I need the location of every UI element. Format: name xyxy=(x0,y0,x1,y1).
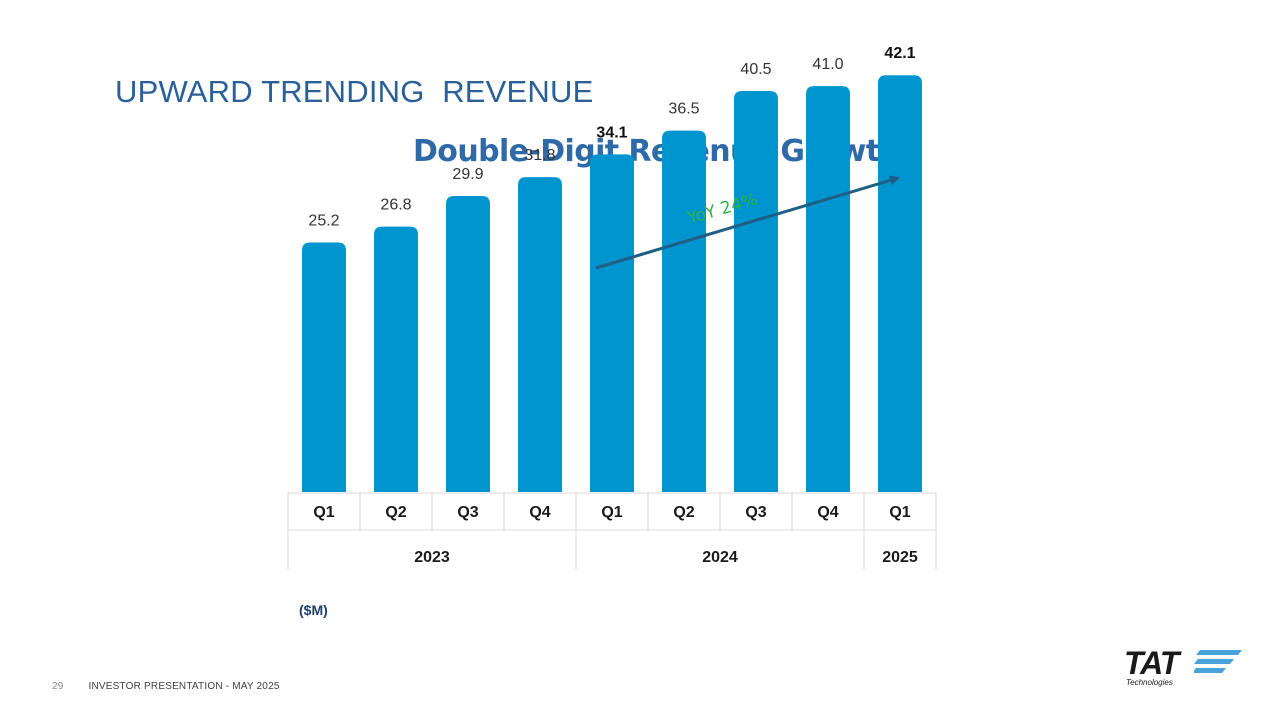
bar-value-label: 25.2 xyxy=(308,213,339,230)
category-label: Q1 xyxy=(601,504,622,521)
category-label: Q2 xyxy=(385,504,406,521)
bar-value-label: 42.1 xyxy=(884,45,915,62)
logo-subtitle: Technologies xyxy=(1126,678,1173,687)
category-label: Q1 xyxy=(313,504,334,521)
bar-1 xyxy=(302,242,346,492)
footer: 29 INVESTOR PRESENTATION - MAY 2025 xyxy=(52,681,280,692)
bar-value-label: 36.5 xyxy=(668,101,699,118)
bar-value-label: 40.5 xyxy=(740,61,771,78)
bar-8 xyxy=(806,86,850,492)
category-label: Q2 xyxy=(673,504,694,521)
bar-5 xyxy=(590,154,634,492)
bar-value-label: 34.1 xyxy=(596,124,627,141)
year-label: 2025 xyxy=(882,549,918,566)
category-label: Q4 xyxy=(817,504,838,521)
bar-2 xyxy=(374,226,418,492)
year-label: 2024 xyxy=(702,549,738,566)
bar-value-label: 41.0 xyxy=(812,56,843,73)
logo-wordmark: TAT xyxy=(1124,645,1179,681)
logo-stripes-icon xyxy=(1194,650,1242,673)
bar-4 xyxy=(518,177,562,492)
category-label: Q3 xyxy=(745,504,766,521)
category-label: Q1 xyxy=(889,504,910,521)
bar-9 xyxy=(878,75,922,493)
bar-value-label: 31.8 xyxy=(524,147,555,164)
page-number: 29 xyxy=(52,681,64,692)
bar-value-label: 26.8 xyxy=(380,197,411,214)
year-label: 2023 xyxy=(414,549,450,566)
bar-3 xyxy=(446,195,490,493)
category-label: Q3 xyxy=(457,504,478,521)
footer-text: INVESTOR PRESENTATION - MAY 2025 xyxy=(88,681,280,692)
category-label: Q4 xyxy=(529,504,550,521)
unit-label: ($M) xyxy=(299,602,328,618)
bar-value-label: 29.9 xyxy=(452,166,483,183)
trend-arrow xyxy=(595,175,900,270)
slide-title: UPWARD TRENDING REVENUE xyxy=(115,74,594,109)
bar-6 xyxy=(662,130,706,492)
bar-7 xyxy=(734,91,778,493)
company-logo: TAT Technologies xyxy=(1122,645,1244,690)
